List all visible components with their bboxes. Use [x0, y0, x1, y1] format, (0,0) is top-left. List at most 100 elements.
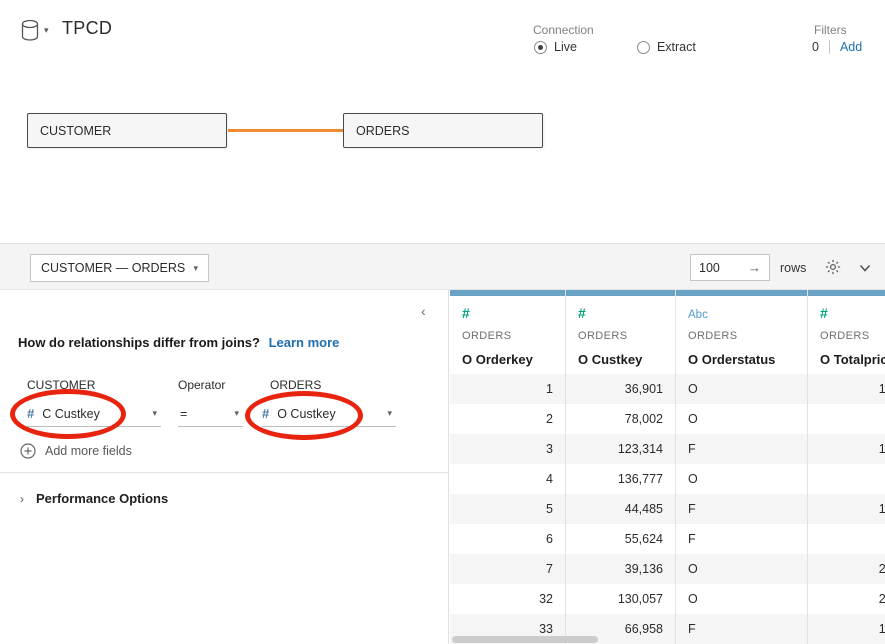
number-type-icon: #: [462, 305, 470, 321]
connection-label: Connection: [533, 23, 594, 37]
radio-extract[interactable]: Extract: [636, 40, 696, 54]
column-header-bar: [676, 290, 807, 296]
radio-live[interactable]: Live: [534, 40, 577, 54]
performance-options-label: Performance Options: [36, 491, 169, 506]
database-icon[interactable]: [20, 19, 40, 47]
column-header[interactable]: Abc ORDERS O Orderstatus: [676, 296, 807, 374]
column-table-name: ORDERS: [820, 330, 870, 342]
radio-live-label: Live: [554, 40, 577, 54]
grid-cell: 6: [546, 532, 553, 546]
grid-cell: 32,: [808, 464, 885, 494]
grid-cell: O: [676, 374, 807, 404]
rows-label: rows: [780, 261, 807, 275]
filters-divider: [828, 40, 830, 54]
right-table-column-label: ORDERS: [270, 378, 322, 392]
collapse-panel-chevron-icon[interactable]: ‹: [421, 303, 426, 319]
grid-cell: 46,9: [808, 404, 885, 434]
grid-cell: 36,901: [566, 374, 675, 404]
grid-cell: F: [676, 494, 807, 524]
grid-cell: F: [676, 614, 807, 644]
grid-column-orderstatus: Abc ORDERS O Orderstatus O O F O F F O O…: [676, 290, 808, 644]
chevron-right-icon: ›: [20, 491, 24, 506]
grid-cell: F: [688, 532, 696, 546]
grid-cell: 3: [450, 434, 565, 464]
grid-cell: 5: [450, 494, 565, 524]
grid-cell: 208,6: [878, 592, 885, 606]
column-header-bar: [566, 290, 675, 296]
column-header[interactable]: # ORDERS O Orderkey: [450, 296, 565, 374]
gear-icon[interactable]: [824, 258, 844, 278]
grid-cell: O: [688, 412, 698, 426]
chevron-down-icon: ▾: [193, 262, 198, 273]
grid-cell: 130,057: [617, 592, 663, 606]
grid-cell: 44,485: [566, 494, 675, 524]
add-more-fields-button[interactable]: Add more fields: [20, 443, 132, 459]
relationship-noodle[interactable]: [228, 129, 343, 132]
left-table-column-label: CUSTOMER: [27, 378, 96, 392]
operator-column-label: Operator: [178, 378, 226, 392]
rows-count-box[interactable]: →: [690, 254, 770, 281]
grid-cell: O: [676, 554, 807, 584]
left-field-dropdown[interactable]: # C Custkey ▾: [27, 401, 161, 427]
column-header[interactable]: # ORDERS O Custkey: [566, 296, 675, 374]
operator-dropdown[interactable]: = ▾: [178, 401, 243, 427]
column-field-name: O Custkey: [578, 352, 643, 367]
panel-divider: [0, 472, 449, 473]
grid-toolbar: CUSTOMER — ORDERS ▾ → rows: [0, 243, 885, 290]
radio-live-icon[interactable]: [534, 40, 547, 54]
column-table-name: ORDERS: [578, 330, 628, 342]
grid-cell: 32: [539, 592, 553, 606]
column-field-name: O Orderstatus: [688, 352, 776, 367]
grid-column-totalprice: # ORDERS O Totalprice 173,6 46,9 193,8 3…: [808, 290, 885, 644]
left-field-value: C Custkey: [42, 406, 100, 421]
relationship-help-text: How do relationships differ from joins? …: [18, 335, 339, 350]
grid-cell: 163,2: [808, 614, 885, 644]
grid-cell: 252,0: [808, 554, 885, 584]
grid-cell: 173,6: [808, 374, 885, 404]
column-field-name: O Orderkey: [462, 352, 533, 367]
grid-cell: 55,624: [624, 532, 663, 546]
datasource-title: TPCD: [62, 18, 113, 38]
connection-radio-group: Live Extract: [534, 40, 696, 54]
learn-more-link[interactable]: Learn more: [268, 335, 340, 350]
horizontal-scrollbar-thumb[interactable]: [452, 636, 598, 643]
filters-label: Filters: [814, 23, 847, 37]
table-node-customer[interactable]: CUSTOMER: [27, 113, 227, 148]
radio-extract-label: Extract: [656, 40, 696, 54]
column-header[interactable]: # ORDERS O Totalprice: [808, 296, 885, 374]
grid-cell: F: [676, 434, 807, 464]
right-field-dropdown[interactable]: # O Custkey ▾: [262, 401, 396, 427]
number-type-icon: #: [262, 406, 270, 421]
grid-cell: 144,6: [808, 494, 885, 524]
grid-column-custkey: # ORDERS O Custkey 36,901 78,002 123,314…: [566, 290, 676, 644]
filters-add-link[interactable]: Add: [839, 40, 863, 54]
relationship-selector-dropdown[interactable]: CUSTOMER — ORDERS ▾: [30, 254, 209, 282]
radio-extract-icon[interactable]: [636, 40, 650, 54]
relationship-selector-label: CUSTOMER — ORDERS: [41, 261, 186, 275]
database-caret-icon[interactable]: ▾: [44, 25, 49, 35]
performance-options-expander[interactable]: › Performance Options: [20, 491, 168, 506]
chevron-down-icon: ▾: [152, 408, 157, 418]
relationship-question: How do relationships differ from joins?: [18, 335, 260, 350]
string-type-icon: Abc: [688, 309, 708, 321]
grid-cell: 58,7: [808, 524, 885, 554]
add-more-fields-label: Add more fields: [45, 444, 132, 458]
number-type-icon: #: [820, 305, 828, 321]
grid-cell: 39,136: [566, 554, 675, 584]
chevron-down-icon: ▾: [387, 408, 392, 418]
filters-count: 0: [812, 40, 819, 54]
number-type-icon: #: [27, 406, 35, 421]
apply-rows-arrow-icon[interactable]: →: [748, 260, 761, 275]
grid-options-chevron-down-icon[interactable]: [858, 261, 872, 275]
chevron-down-icon: ▾: [234, 408, 239, 418]
table-node-orders[interactable]: ORDERS: [343, 113, 543, 148]
operator-value: =: [180, 406, 188, 421]
grid-cell: 78,002: [624, 412, 663, 426]
grid-cell: O: [688, 592, 698, 606]
grid-cell: 123,314: [566, 434, 675, 464]
plus-circle-icon: [20, 443, 36, 459]
rows-count-input[interactable]: [699, 260, 743, 275]
grid-cell: 2: [546, 412, 553, 426]
right-field-value: O Custkey: [277, 406, 336, 421]
grid-cell: 1: [450, 374, 565, 404]
